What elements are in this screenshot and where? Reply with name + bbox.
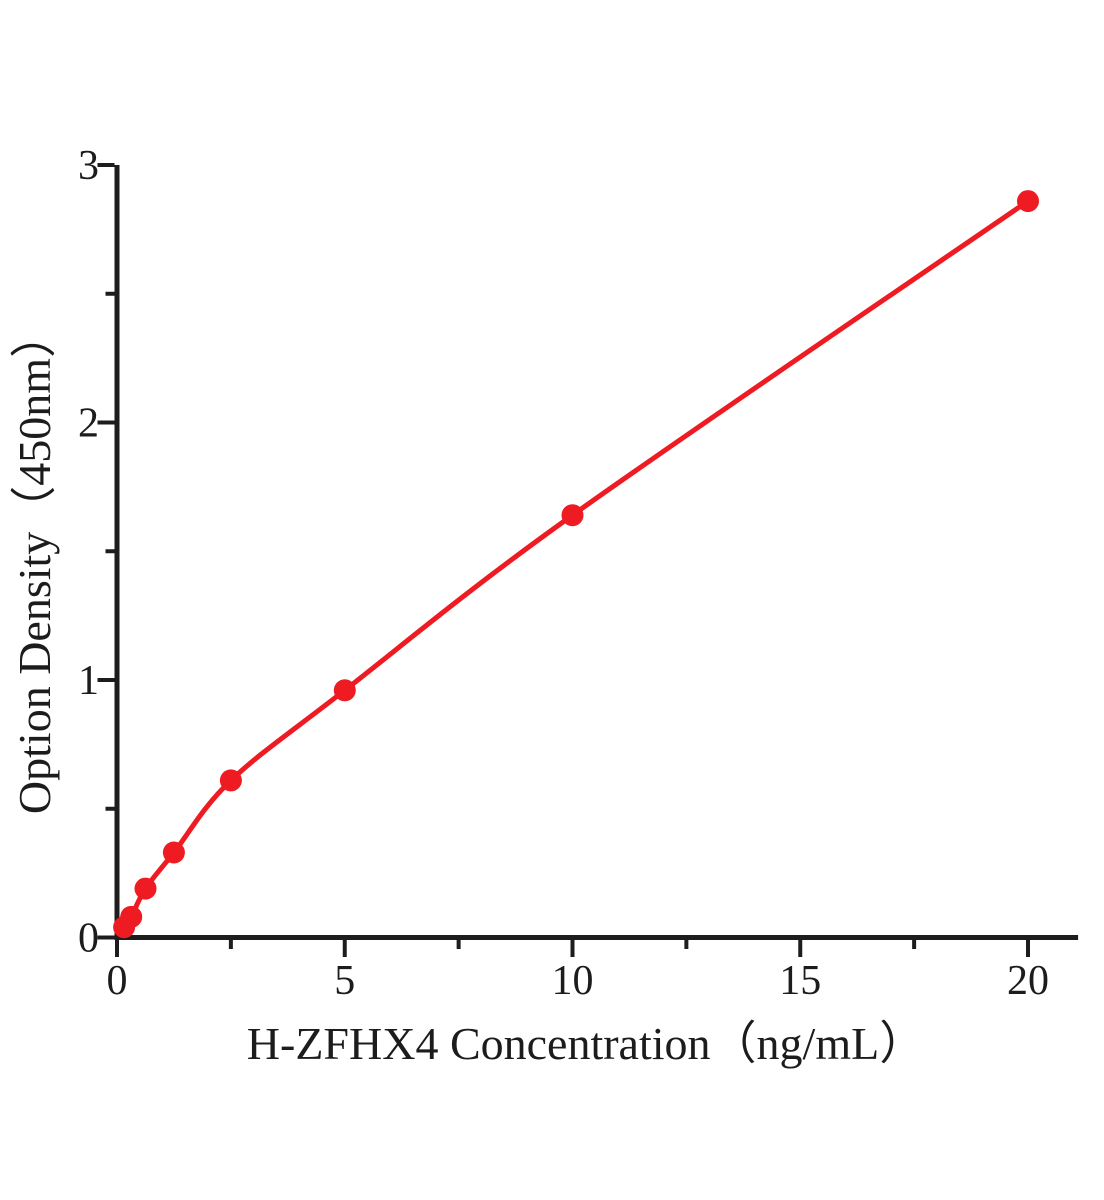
data-point (561, 504, 584, 527)
x-tick-label: 20 (1007, 958, 1049, 1004)
data-point (162, 841, 185, 864)
x-tick-label: 0 (107, 958, 128, 1004)
x-tick-label: 15 (779, 958, 821, 1004)
data-point-group (113, 190, 1039, 939)
y-tick-label: 2 (78, 401, 99, 447)
x-tick-label: 5 (334, 958, 355, 1004)
series-line (121, 198, 1031, 930)
data-point (333, 679, 356, 702)
data-point (219, 769, 242, 792)
x-tick-label: 10 (552, 958, 594, 1004)
x-axis-title: H-ZFHX4 Concentration（ng/mL） (247, 1018, 925, 1069)
data-point (1017, 190, 1039, 213)
y-tick-label: 0 (78, 916, 99, 962)
y-tick-label: 1 (78, 658, 99, 704)
data-point (134, 877, 157, 900)
axis-tick-labels: 0 5 10 15 20 0 1 2 3 (78, 143, 1049, 1004)
axis-ticks (97, 163, 1030, 957)
y-tick-label: 3 (78, 143, 99, 189)
data-point (120, 905, 143, 928)
y-axis-title: Option Density（450nm） (9, 312, 60, 814)
